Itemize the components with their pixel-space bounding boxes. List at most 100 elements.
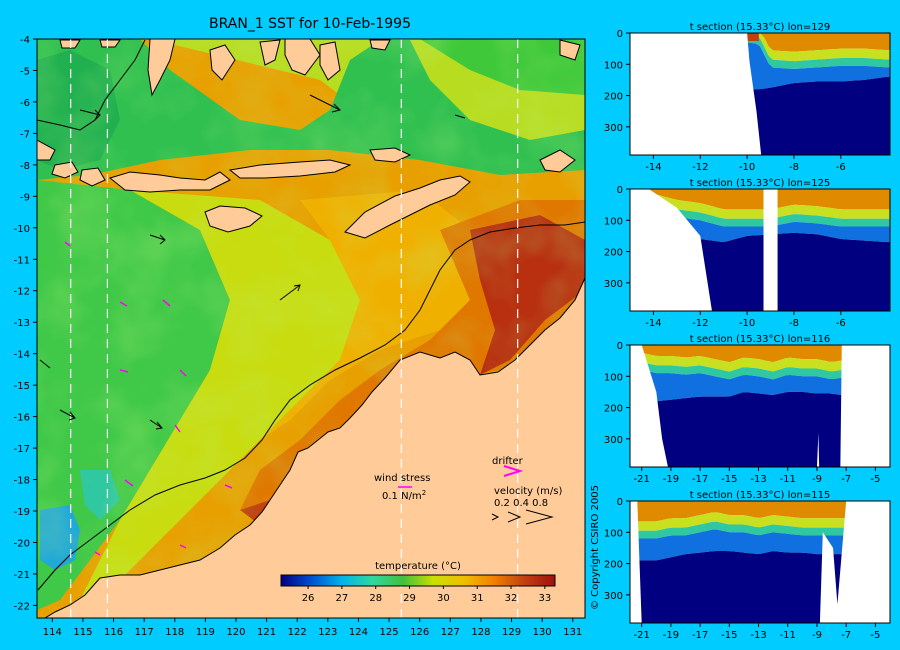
section-cold-layer [630,391,890,467]
section-x-tick-label: -15 [721,630,737,641]
map-x-tick-label: 131 [563,627,582,638]
colorbar-label: temperature (°C) [375,561,461,572]
wind-vectors [39,94,466,430]
map-x-tick-label: 118 [165,627,184,638]
map-y-tick-label: -21 [14,570,30,581]
section-x-tick-label: -12 [692,318,708,329]
colorbar-tick-label: 32 [505,593,518,604]
section-x-tick-label: -19 [663,474,679,485]
drifter-label: drifter [492,456,524,467]
drifter-arrow [224,484,233,489]
sulawesi-arm [209,44,236,81]
section-body [630,501,890,623]
bali-island [51,161,79,179]
ne-island [369,39,391,51]
buton-island [259,39,281,66]
section-x-tick-label: -9 [812,474,822,485]
section-thermocline-upper [630,193,890,219]
colorbar-ticks: 26 27 28 29 30 31 32 33 [302,586,551,604]
section-thermocline-upper [630,512,890,531]
land [37,39,585,618]
section-x-tick-label: -15 [721,474,737,485]
section-x-tick-label: -5 [870,474,880,485]
drifter-legend-icon [503,465,524,477]
section-warm-layer [630,345,890,363]
section-x-tick-label: -8 [789,318,799,329]
section-x-tick-label: -12 [692,162,708,173]
map-y-tick-label: -9 [20,192,30,203]
section-y-tick-label: 300 [604,123,623,134]
map-x-tick-label: 123 [318,627,337,638]
map-frame [36,38,586,619]
section-x-tick-label: -6 [836,318,846,329]
section-panel: t section (15.33°C) lon=129 0 100 200 300 -14… [604,22,891,173]
map-y-tick-label: -7 [20,129,30,140]
map-x-tick-label: 124 [349,627,368,638]
map-y-tick-label: -16 [14,413,30,424]
section-thermocline-mid [630,362,890,380]
section-x-tick-label: -6 [836,162,846,173]
wind-stress-sup: 2 [422,489,426,497]
section-x-tick-label: -10 [739,162,755,173]
section-x-tick-label: -13 [750,474,766,485]
wind-stress-label: wind stress [374,473,430,484]
wind-stress-value-text: 0.1 N/m [382,491,422,502]
drifter-arrow [64,241,71,247]
map-x-tick-label: 130 [533,627,552,638]
sumba-island [204,205,263,233]
map-y-tick-label: -18 [14,476,30,487]
wind-arrow [79,109,101,121]
map-x-tick-label: 127 [441,627,460,638]
map-y-tick-label: -17 [14,444,30,455]
map-x-tick-label: 114 [43,627,62,638]
section-body [630,345,890,467]
flores-island [228,159,352,179]
map-x-tick-label: 117 [135,627,154,638]
colorbar-tick-label: 28 [369,593,382,604]
section-title: t section (15.33°C) lon=115 [690,490,831,501]
section-x-tick-label: -17 [692,630,708,641]
section-y-tick-label: 200 [604,560,623,571]
map-y-tick-label: -8 [20,161,30,172]
section-x-tick-label: -14 [645,318,661,329]
wind-arrow [454,114,466,119]
drifter-arrow [119,301,128,307]
drifter-arrow [174,424,181,433]
sulawesi-south [147,39,176,97]
section-y-tick-label: 0 [617,185,623,196]
section-body [630,33,890,155]
map-axes: 114 115 116 117 118 119 120 121 122 123 124 125 126 1… [14,35,583,638]
section-y-tick-label: 0 [617,29,623,40]
section-seafloor-mask [630,501,890,623]
section-seafloor-mask [630,345,890,467]
lombok-island [79,167,106,187]
section-panels: t section (15.33°C) lon=129 0 100 200 300 -14… [604,22,891,641]
section-x-tick-label: -21 [634,630,650,641]
section-x-tick-label: -5 [870,630,880,641]
map-x-tick-label: 120 [226,627,245,638]
velocity-label: velocity (m/s) [494,486,562,497]
copyright-text: © Copyright CSIRO 2005 [590,485,601,610]
map-y-tick-label: -15 [14,381,30,392]
nw-island-a [59,39,81,49]
section-x-tick-label: -10 [739,318,755,329]
section-y-tick-label: 200 [604,248,623,259]
map-x-tick-label: 129 [502,627,521,638]
map-y-tick-label: -22 [14,601,30,612]
section-y-tick-label: 300 [604,279,623,290]
section-x-tick-label: -11 [780,474,796,485]
timor-island [344,175,471,239]
map-y-tick-label: -5 [20,66,30,77]
section-y-tick-label: 300 [604,591,623,602]
section-y-tick-label: 100 [604,60,623,71]
map-x-tick-label: 122 [288,627,307,638]
banda-island-a [284,39,321,76]
kei-island [559,39,581,61]
section-frame [629,188,891,312]
map-x-tick-label: 128 [471,627,490,638]
bathymetry-contour [37,221,585,591]
wind-arrow [279,284,301,301]
drifter-tracks [64,241,233,556]
map-y-tick-label: -14 [14,350,30,361]
section-data-gap [763,189,778,311]
